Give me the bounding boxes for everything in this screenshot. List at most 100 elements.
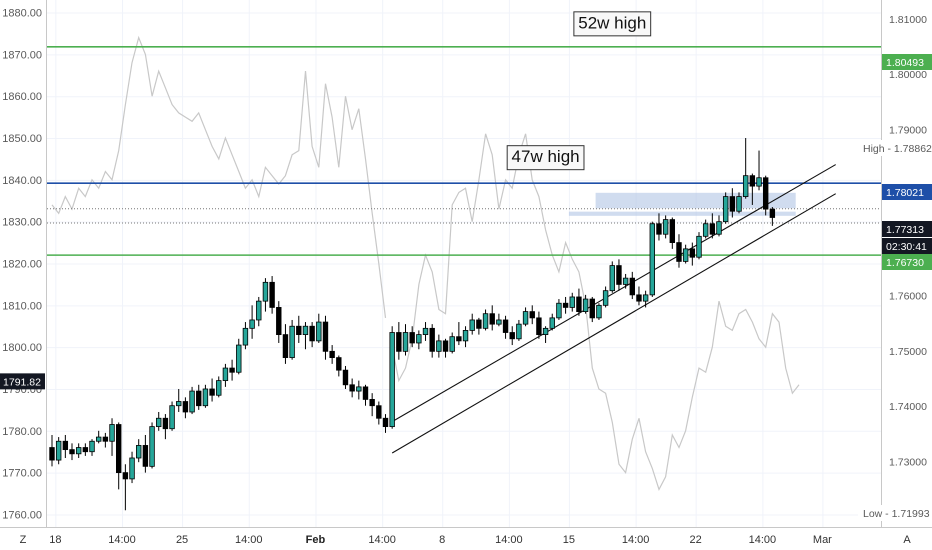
candle-body-up — [289, 325, 295, 359]
high-label[interactable]: High - 1.78862 — [858, 140, 932, 156]
candle-body-up — [596, 304, 602, 319]
right-price-tag[interactable]: 1.76730 — [882, 254, 932, 270]
annotation-label[interactable]: 52w high — [573, 11, 652, 37]
candle-body-up — [75, 447, 82, 455]
left-price-axis[interactable]: 1880.00 1870.00 1860.00 1850.00 1840.00 1830.… — [0, 8, 45, 522]
candle-body-down — [362, 386, 369, 400]
candle — [356, 380, 362, 400]
candle — [329, 345, 335, 364]
candle — [542, 326, 549, 343]
time-axis[interactable]: 18 14:00 25 14:00 Feb 14:00 8 14:00 15 14:00 22 14:… — [20, 534, 912, 546]
left-axis-tick-label: 1840.00 — [2, 175, 42, 187]
annotations[interactable]: 52w high 47w high — [506, 11, 652, 171]
low-label[interactable]: Low - 1.71993 — [858, 505, 932, 521]
candle — [162, 414, 169, 440]
candle-body-down — [309, 325, 315, 342]
candle-body-up — [242, 327, 249, 346]
horizontal-levels[interactable] — [47, 46, 881, 256]
left-axis-tick-label: 1780.00 — [2, 426, 42, 438]
candle-body-up — [169, 405, 175, 430]
candle — [196, 384, 202, 410]
candle — [202, 384, 209, 408]
candle — [702, 219, 709, 239]
candle — [496, 313, 502, 327]
candle-body-up — [302, 325, 309, 336]
candle — [136, 439, 142, 463]
right-price-tag[interactable]: 1.78021 — [882, 184, 932, 200]
candle-body-down — [209, 388, 215, 396]
candle-body-up — [662, 219, 669, 235]
candle-body-up — [356, 386, 362, 392]
candle — [276, 301, 282, 343]
candle-body-down — [342, 369, 349, 386]
right-price-tag[interactable]: 02:30:41 — [882, 238, 932, 254]
candle-body-down — [502, 319, 509, 333]
candle-body-up — [482, 313, 489, 329]
candle — [749, 173, 756, 205]
candle — [369, 393, 375, 417]
candle-body-up — [176, 401, 182, 407]
candle-body-down — [142, 445, 149, 467]
candle — [442, 338, 449, 358]
candle-body-down — [456, 336, 462, 342]
candle-body-down — [489, 313, 495, 325]
candle-body-up — [702, 223, 709, 237]
time-axis-tick-label: 8 — [439, 534, 445, 546]
high-label-text: High - 1.78862 — [863, 143, 932, 155]
candle-body-up — [256, 300, 262, 321]
right-axis-tick-label: 1.73000 — [889, 457, 927, 469]
candle-body-down — [382, 417, 389, 428]
candle-body-up — [722, 196, 729, 223]
right-corner-label[interactable]: A — [903, 534, 911, 546]
candle — [769, 207, 776, 226]
candle-body-down — [729, 196, 736, 212]
time-axis-tick-label: 22 — [690, 534, 702, 546]
right-axis-tick-label: 1.81000 — [889, 14, 927, 26]
candle — [756, 150, 762, 191]
candle — [82, 443, 89, 456]
candle-body-down — [636, 294, 642, 302]
annotation-text: 47w high — [512, 147, 580, 166]
trendline[interactable] — [391, 164, 836, 423]
candle — [182, 397, 189, 419]
candle-body-down — [749, 175, 756, 187]
candle — [649, 221, 655, 297]
right-price-tag[interactable]: 1.80493 — [882, 54, 932, 70]
candle — [456, 322, 462, 346]
candle-body-up — [516, 323, 522, 340]
comparison-series — [51, 35, 800, 491]
time-axis-tick-label: 14:00 — [495, 534, 523, 546]
candle-body-down — [69, 449, 75, 455]
candle-body-down — [229, 367, 235, 373]
right-axis-tick-label: 1.76000 — [889, 291, 927, 303]
annotation-label[interactable]: 47w high — [506, 145, 585, 171]
candle — [436, 334, 442, 358]
candle-body-down — [349, 384, 355, 392]
candle-body-up — [129, 457, 135, 480]
right-price-tag[interactable]: 1.77313 — [882, 221, 932, 237]
candle — [89, 439, 95, 456]
left-current-price-tag[interactable]: 1791.82 — [0, 373, 45, 390]
candle-body-down — [509, 332, 515, 340]
candle — [269, 276, 275, 314]
candle-body-up — [422, 327, 429, 336]
left-axis-tick-label: 1770.00 — [2, 468, 42, 480]
left-corner-label[interactable]: Z — [20, 534, 27, 546]
candle — [336, 355, 342, 377]
candle-body-up — [416, 334, 422, 344]
right-price-tag-text: 02:30:41 — [886, 241, 927, 253]
trendlines[interactable] — [391, 164, 836, 454]
candle-body-down — [336, 357, 342, 371]
candle-body-down — [196, 390, 202, 407]
candle — [49, 434, 55, 467]
candle-body-up — [402, 332, 409, 352]
right-price-axis[interactable]: 1.81000 1.80000 1.79000 1.76000 1.75000 1.740… — [858, 14, 932, 521]
candle — [129, 451, 135, 484]
candle-body-down — [62, 440, 69, 451]
candle — [236, 338, 242, 375]
candle-body-down — [762, 177, 769, 210]
right-price-tag-text: 1.77313 — [886, 224, 924, 236]
trendline[interactable] — [391, 193, 836, 454]
candle-body-up — [736, 196, 742, 212]
